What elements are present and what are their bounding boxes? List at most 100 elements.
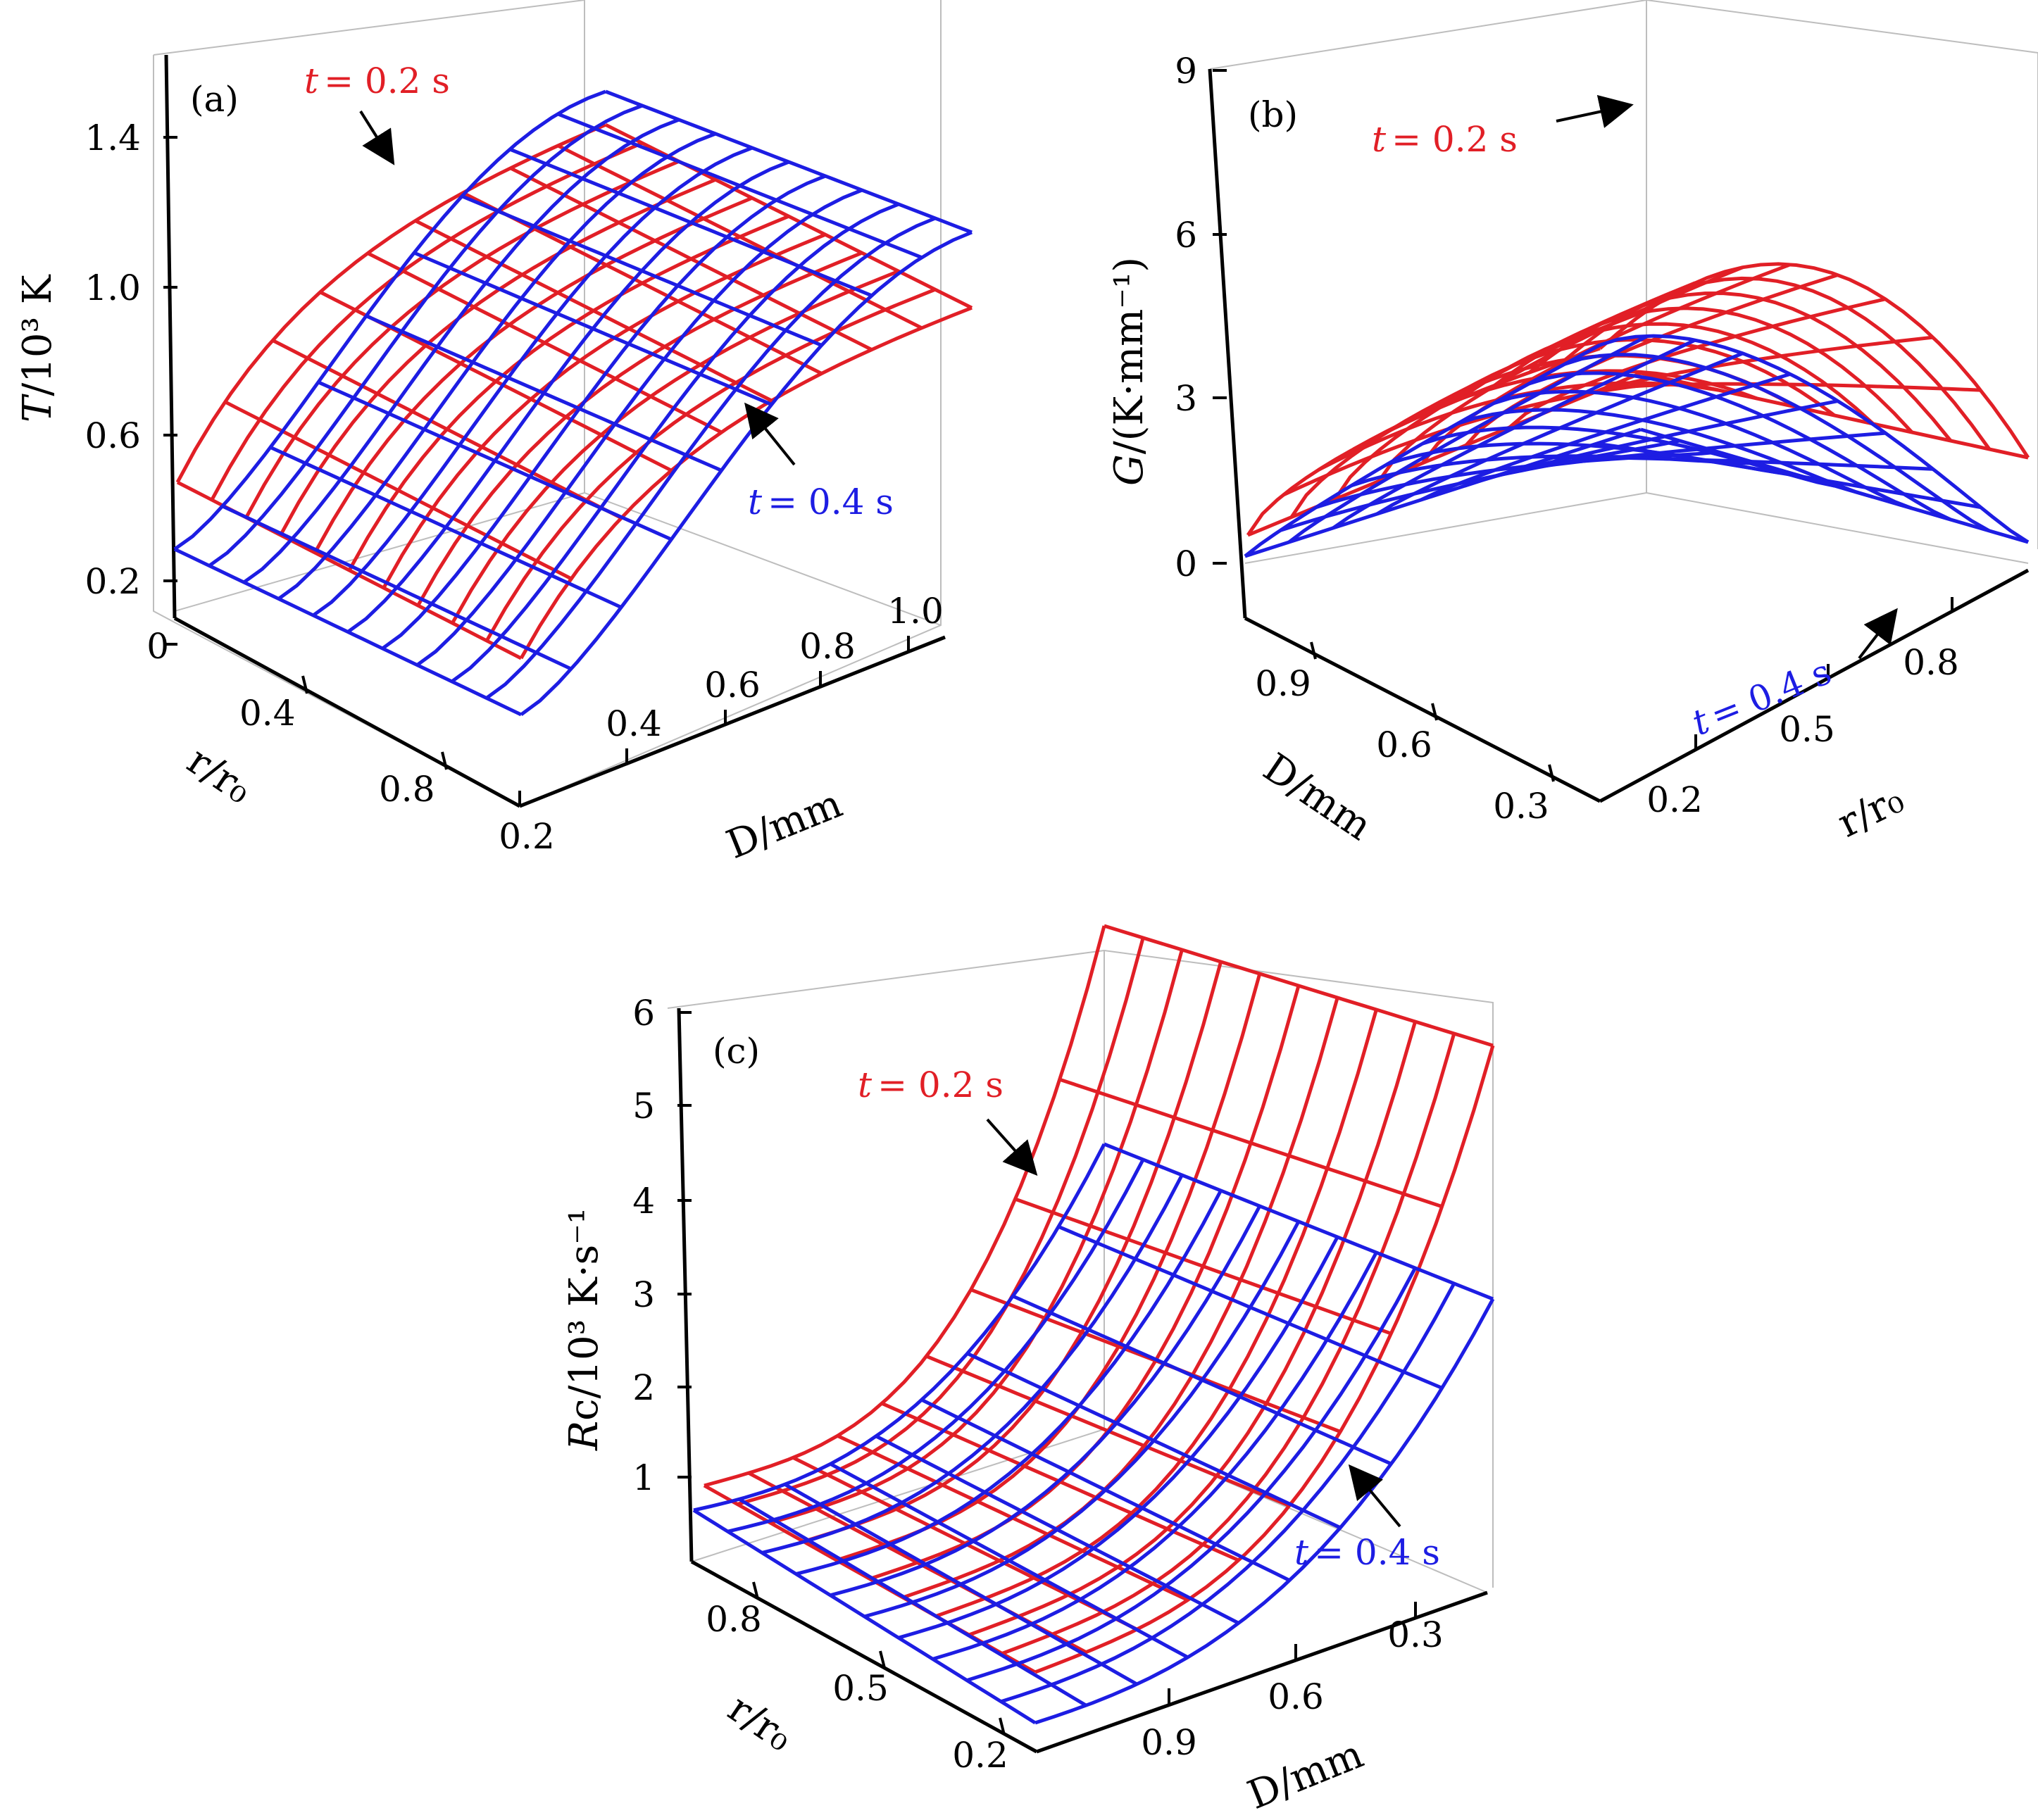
surface-mesh-a — [173, 89, 973, 717]
panel-b: 0 3 6 9 0.9 0.6 0.3 0.2 0.5 0.8 (b) G/(K·mm⁻¹) D/… — [1106, 0, 2038, 850]
mesh-a-blue-v9 — [605, 89, 973, 234]
surface-mesh-b — [1244, 262, 2030, 558]
z-axis-label-b: G/(K·mm⁻¹) — [1106, 257, 1152, 486]
mesh-c-red-u10 — [1034, 1045, 1495, 1674]
z-axis-label-a: T/10³ K — [15, 274, 61, 422]
mesh-a-red-v8 — [557, 144, 923, 330]
mesh-a-red-u9 — [485, 287, 936, 642]
mesh-a-red-u6 — [382, 232, 826, 589]
mesh-b-blue-v0 — [1244, 343, 1601, 558]
series-label-c-t04: t = 0.4 s — [1294, 1532, 1440, 1573]
mesh-b-red-v9 — [1640, 371, 2029, 460]
y-tick-label-c-2: 0.3 — [1387, 1614, 1444, 1655]
panel-a: 0.2 0.6 1.0 1.4 0 0.4 0.8 0.2 0.4 0.6 0.8 1.0 (a) T… — [15, 0, 973, 868]
z-axis-b — [1208, 68, 1247, 619]
box-c-back — [667, 949, 1494, 1588]
mesh-c-blue-u2 — [761, 1174, 1184, 1555]
x-axis-label-a: r/r₀ — [179, 738, 260, 813]
y-tick-label-c-1: 0.6 — [1268, 1676, 1324, 1717]
mesh-a-blue-u3 — [277, 132, 716, 601]
z-tick-label-a-2: 0.6 — [85, 415, 141, 456]
z-tick-label-c-1: 2 — [632, 1367, 655, 1408]
series-label-b-t02: t = 0.2 s — [1372, 119, 1518, 160]
z-tick-label-a-3: 1.0 — [85, 268, 141, 308]
z-axis-a — [164, 54, 177, 619]
z-tick-label-b-3: 9 — [1175, 51, 1197, 92]
z-tick-label-c-4: 5 — [632, 1086, 655, 1126]
z-axis-c — [677, 1008, 694, 1562]
mesh-a-blue-u7 — [415, 188, 863, 667]
mesh-c-blue-u8 — [966, 1267, 1417, 1682]
mesh-c-red-u0 — [704, 925, 1106, 1488]
mesh-a-red-u5 — [347, 214, 789, 572]
y-tick-label-b-1: 0.5 — [1779, 709, 1835, 750]
y-axis-label-c: D/mm — [1242, 1731, 1370, 1819]
arrow-b-t02 — [1556, 94, 1634, 128]
mesh-b-blue-u1 — [1280, 439, 1680, 532]
mesh-a-blue-v2 — [269, 446, 623, 609]
mesh-b-blue-u10 — [1599, 334, 2030, 544]
mesh-c-blue-u7 — [932, 1251, 1378, 1661]
mesh-c-blue-v5 — [920, 1398, 1291, 1582]
mesh-b-blue-v4 — [1420, 372, 1791, 502]
y-tick-label-c-0: 0.9 — [1141, 1722, 1197, 1763]
mesh-a-red-u8 — [451, 269, 899, 625]
mesh-c-blue-v6 — [966, 1352, 1342, 1530]
y-tick-label-a-2: 0.6 — [704, 665, 761, 705]
panel-label-a: (a) — [190, 79, 239, 120]
z-tick-label-a-1: 0.2 — [85, 561, 141, 602]
mesh-b-blue-u5 — [1422, 425, 1835, 488]
z-axis-label-c: Rc/10³ K·s⁻¹ — [561, 1208, 607, 1451]
mesh-a-blue-v3 — [317, 380, 673, 541]
panel-label-c: (c) — [713, 1031, 760, 1072]
x-tick-c-1 — [879, 1650, 886, 1669]
z-tick-label-b-2: 6 — [1175, 215, 1197, 256]
mesh-b-blue-v1 — [1287, 334, 1649, 544]
mesh-c-blue-v0 — [692, 1508, 1037, 1725]
y-axis-c — [1036, 1590, 1488, 1754]
mesh-a-blue-v1 — [221, 504, 573, 671]
mesh-a-blue-v0 — [173, 547, 523, 717]
arrow-c-t02 — [986, 1118, 1038, 1176]
x-tick-label-a-0: 0.4 — [239, 693, 296, 734]
mesh-b-blue-u0 — [1244, 427, 1642, 558]
mesh-b-blue-v6 — [1508, 431, 1886, 474]
mesh-a-red-v2 — [271, 339, 623, 520]
mesh-a-blue-u5 — [346, 160, 789, 634]
x-axis-label-c: r/r₀ — [720, 1686, 801, 1761]
mesh-b-blue-v7 — [1553, 456, 1934, 471]
y-tick-label-a-0: 0.2 — [499, 816, 555, 857]
mesh-c-red-u9 — [1001, 1033, 1456, 1655]
ticks-b: 0 3 6 9 0.9 0.6 0.3 0.2 0.5 0.8 — [1175, 51, 1959, 827]
mesh-b-red-u10 — [1599, 262, 2030, 459]
mesh-a-red-u7 — [416, 251, 863, 607]
mesh-a-blue-v6 — [461, 194, 823, 347]
x-tick-b-2 — [1548, 764, 1555, 782]
mesh-c-blue-u0 — [693, 1143, 1106, 1512]
mesh-b-red-v3 — [1377, 265, 1744, 482]
mesh-a-red-v4 — [367, 251, 723, 434]
panel-c: 1 2 3 4 5 6 0.8 0.5 0.2 0.9 0.6 0.3 (c) Rc/10³ K·s⁻… — [561, 924, 1495, 1819]
box-a-back2 — [153, 0, 585, 56]
mesh-c-blue-u3 — [795, 1189, 1223, 1576]
x-tick-b-0 — [1310, 641, 1317, 660]
y-tick-label-b-0: 0.2 — [1646, 779, 1703, 820]
mesh-c-red-v7 — [1014, 1197, 1392, 1336]
z-tick-label-a-4: 1.4 — [85, 118, 141, 158]
mesh-b-blue-v8 — [1596, 441, 1981, 509]
mesh-a-blue-u1 — [208, 103, 643, 567]
x-axis-c — [690, 1559, 1038, 1754]
mesh-a-blue-u9 — [485, 216, 936, 700]
mesh-a-blue-u2 — [242, 118, 680, 584]
series-label-c-t02: t = 0.2 s — [858, 1065, 1004, 1105]
mesh-c-red-u8 — [968, 1021, 1418, 1637]
z-tick-label-c-2: 3 — [632, 1274, 655, 1315]
y-tick-label-a-4: 1.0 — [887, 591, 944, 632]
mesh-b-red-v2 — [1333, 281, 1696, 501]
mesh-a-blue-u4 — [312, 146, 753, 617]
mesh-a-blue-v5 — [413, 251, 773, 406]
x-tick-c-0 — [752, 1581, 759, 1600]
mesh-a-blue-v8 — [557, 112, 923, 260]
arrow-c-t04 — [1348, 1464, 1401, 1528]
mesh-c-blue-v8 — [1058, 1224, 1443, 1390]
